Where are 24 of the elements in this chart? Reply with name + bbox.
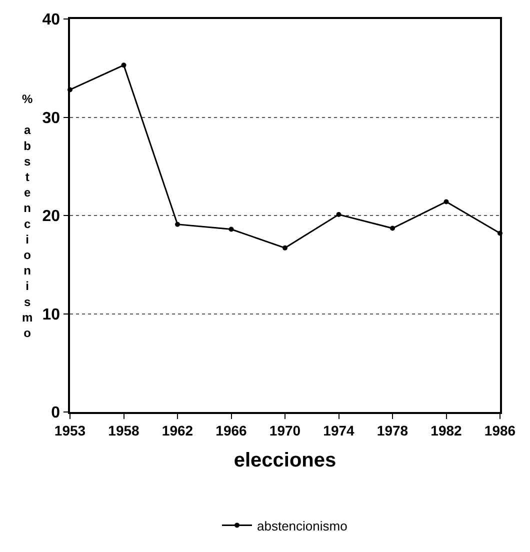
x-tick-label: 1982 — [430, 422, 462, 439]
point — [175, 222, 180, 227]
point — [282, 245, 288, 250]
x-tick-label: 1978 — [376, 422, 408, 439]
x-tick-label: 1974 — [323, 422, 355, 439]
x-tick-label: 1986 — [484, 422, 516, 439]
point — [444, 199, 449, 204]
x-tick-label: 1953 — [54, 422, 86, 439]
y-tick-label: 40 — [42, 12, 60, 29]
x-axis-title: elecciones — [234, 450, 336, 472]
x-tick-label: 1966 — [216, 422, 248, 439]
point — [390, 226, 395, 231]
point — [336, 212, 342, 218]
point — [228, 226, 234, 232]
y-tick-label: 10 — [42, 306, 60, 324]
y-tick-label: 20 — [42, 208, 60, 226]
x-tick-label: 1970 — [269, 422, 301, 439]
point — [121, 62, 126, 68]
y-tick-label: 30 — [42, 110, 60, 127]
y-tick-label: 0 — [51, 404, 60, 422]
x-tick-label: 1958 — [108, 422, 140, 439]
x-tick-label: 1962 — [162, 422, 194, 439]
legend-label: abstencionismo — [257, 518, 348, 534]
text: % abstencionismo — [22, 92, 33, 340]
